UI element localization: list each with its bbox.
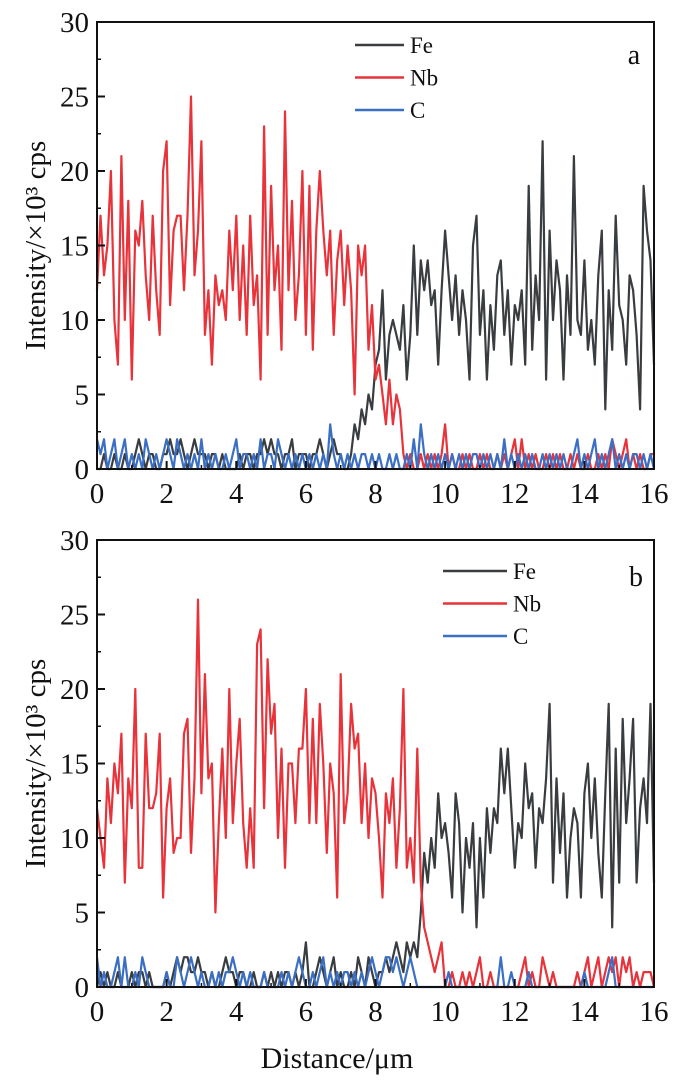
y-tick-label: 15	[60, 749, 89, 781]
plot-frame	[96, 21, 655, 470]
x-tick-label: 12	[500, 996, 529, 1028]
x-tick-label: 4	[229, 996, 244, 1028]
y-tick-label: 0	[75, 454, 90, 486]
panel-label: b	[629, 562, 643, 593]
y-tick-label: 30	[60, 525, 89, 557]
y-tick-label: 5	[75, 380, 90, 412]
x-axis-label: Distance/μm	[261, 1042, 414, 1075]
x-tick-label: 6	[299, 478, 314, 510]
plot-frame	[96, 539, 655, 988]
legend-label-fe: Fe	[513, 559, 536, 584]
y-axis-label: Intensity/×10³ cps	[20, 141, 52, 351]
x-tick-label: 8	[368, 478, 383, 510]
x-tick-label: 0	[90, 996, 105, 1028]
series-line-fe	[97, 140, 656, 471]
series-line-nb	[95, 598, 656, 989]
x-tick-label: 10	[431, 996, 460, 1028]
x-tick-label: 10	[431, 478, 460, 510]
x-tick-label: 2	[159, 996, 174, 1028]
y-tick-label: 5	[75, 898, 90, 930]
x-tick-label: 4	[229, 478, 244, 510]
legend-label-c: C	[410, 98, 425, 123]
legend-label-nb: Nb	[410, 66, 438, 91]
y-tick-label: 25	[60, 82, 89, 114]
y-axis-label: Intensity/×10³ cps	[20, 659, 52, 869]
legend-label-fe: Fe	[410, 33, 433, 58]
y-tick-label: 10	[60, 823, 89, 855]
series-line-nb	[95, 95, 654, 471]
legend-label-c: C	[513, 624, 528, 649]
y-tick-label: 20	[60, 674, 89, 706]
series-line-fe	[95, 702, 656, 989]
x-tick-label: 14	[570, 996, 600, 1028]
y-tick-label: 20	[60, 156, 89, 188]
panel-label: a	[628, 40, 641, 71]
x-tick-label: 12	[500, 478, 529, 510]
x-tick-label: 16	[640, 478, 669, 510]
x-tick-label: 0	[90, 478, 105, 510]
y-tick-label: 10	[60, 305, 89, 337]
y-tick-label: 25	[60, 600, 89, 632]
y-tick-label: 0	[75, 972, 90, 1004]
x-tick-label: 8	[368, 996, 383, 1028]
x-tick-label: 16	[640, 996, 669, 1028]
y-tick-label: 15	[60, 231, 89, 263]
legend-label-nb: Nb	[513, 592, 541, 617]
y-tick-label: 30	[60, 7, 89, 39]
x-tick-label: 14	[570, 478, 600, 510]
x-tick-label: 2	[159, 478, 174, 510]
x-tick-label: 6	[299, 996, 314, 1028]
